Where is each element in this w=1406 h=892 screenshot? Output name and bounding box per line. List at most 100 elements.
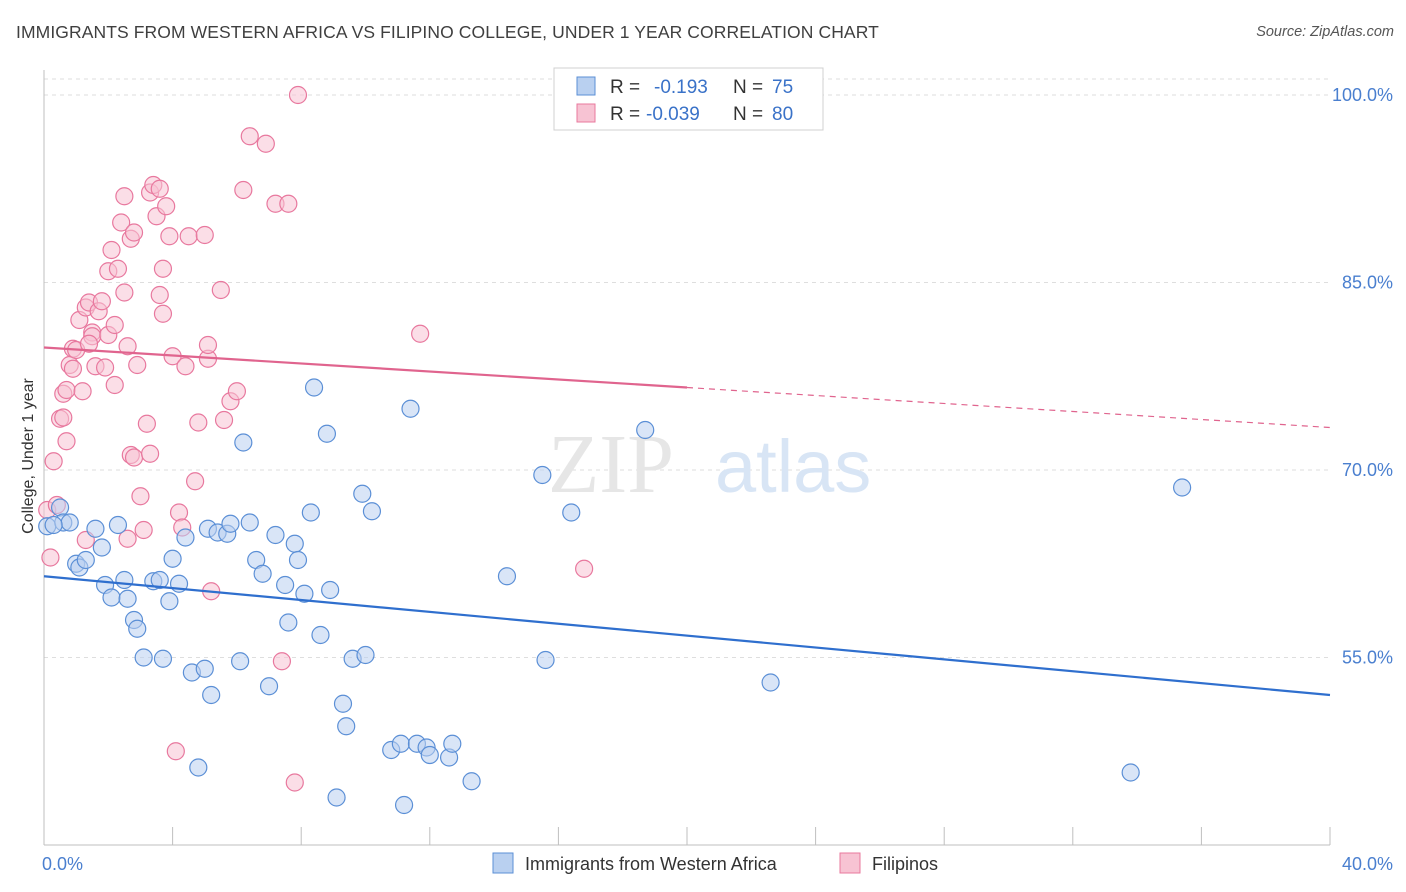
data-point xyxy=(337,717,356,736)
data-point xyxy=(95,358,115,377)
data-point xyxy=(231,652,250,671)
data-point xyxy=(150,570,169,590)
data-point xyxy=(411,324,430,343)
data-point xyxy=(115,283,134,302)
data-point xyxy=(317,424,337,443)
data-point xyxy=(443,734,462,753)
series-western-africa-points xyxy=(38,378,1192,815)
data-point xyxy=(153,649,173,668)
data-point xyxy=(1121,763,1140,782)
data-point xyxy=(353,484,372,503)
data-point xyxy=(92,292,111,311)
data-point xyxy=(198,335,218,355)
data-point xyxy=(153,304,173,323)
stats-r-label-1: R = xyxy=(610,77,640,98)
data-point xyxy=(761,673,780,692)
data-point xyxy=(533,465,552,485)
stats-r-value-2: -0.039 xyxy=(646,104,700,125)
y-tick-label: 85.0% xyxy=(1342,273,1393,293)
watermark: ZIP atlas xyxy=(548,418,871,511)
data-point xyxy=(157,197,176,216)
data-point xyxy=(536,650,555,670)
data-point xyxy=(166,742,185,761)
data-point xyxy=(118,337,137,356)
stats-swatch-pink xyxy=(576,103,596,123)
data-point xyxy=(134,648,153,667)
data-point xyxy=(420,745,439,765)
legend-label-filipinos: Filipinos xyxy=(872,854,938,874)
data-point xyxy=(160,227,179,246)
data-point xyxy=(356,645,375,665)
stats-r-label-2: R = xyxy=(610,104,640,125)
trend-line-filipinos xyxy=(43,346,688,389)
data-point xyxy=(169,503,189,522)
watermark-zip: ZIP xyxy=(548,418,674,511)
data-point xyxy=(214,410,234,430)
data-point xyxy=(176,528,195,547)
data-point xyxy=(108,259,128,278)
data-point xyxy=(272,652,292,671)
data-point xyxy=(285,534,304,553)
legend-label-western-africa: Immigrants from Western Africa xyxy=(525,854,778,874)
data-point xyxy=(186,472,205,491)
data-point xyxy=(279,613,298,632)
x-tick-marks xyxy=(43,827,1331,845)
legend-swatch-filipinos xyxy=(839,852,861,874)
data-point xyxy=(140,444,160,463)
data-point xyxy=(57,432,76,451)
data-point xyxy=(497,567,517,586)
data-point xyxy=(189,413,208,432)
data-point xyxy=(76,550,95,570)
data-point xyxy=(160,592,179,611)
stats-r-value-1: -0.193 xyxy=(654,77,708,98)
data-point xyxy=(562,503,581,522)
stats-n-value-2: 80 xyxy=(772,104,793,125)
watermark-atlas: atlas xyxy=(715,425,871,508)
grid-lines xyxy=(44,78,1330,658)
stats-n-value-1: 75 xyxy=(772,77,793,98)
data-point xyxy=(150,179,169,198)
data-point xyxy=(112,213,131,232)
data-point xyxy=(295,584,314,603)
data-point xyxy=(179,227,198,246)
data-point xyxy=(636,420,655,440)
data-point xyxy=(108,515,128,535)
legend-swatch-western-africa xyxy=(492,852,514,874)
x-tick-label-max: 40.0% xyxy=(1342,854,1393,874)
data-point xyxy=(124,448,144,467)
data-point xyxy=(266,525,285,545)
data-point xyxy=(131,487,150,506)
source-label: Source: ZipAtlas.com xyxy=(1256,24,1394,40)
stats-box: R = -0.193 N = 75 R = -0.039 N = 80 xyxy=(553,67,824,131)
data-point xyxy=(73,382,92,401)
data-point xyxy=(118,529,137,548)
y-tick-label: 100.0% xyxy=(1332,85,1393,105)
data-point xyxy=(234,180,253,200)
data-point xyxy=(240,127,259,146)
data-point xyxy=(60,513,79,532)
data-point xyxy=(234,433,253,452)
data-point xyxy=(276,575,295,595)
data-point xyxy=(115,187,134,206)
data-point xyxy=(333,694,353,713)
data-point xyxy=(256,134,275,153)
data-point xyxy=(211,280,230,300)
data-point xyxy=(195,225,214,245)
data-point xyxy=(462,772,481,791)
data-point xyxy=(279,194,298,213)
data-point xyxy=(150,285,169,305)
data-point xyxy=(137,414,156,433)
data-point xyxy=(79,334,99,353)
data-point xyxy=(240,513,259,532)
data-point xyxy=(327,788,346,807)
data-point xyxy=(57,380,76,400)
data-point xyxy=(227,382,246,401)
data-point xyxy=(128,619,147,638)
data-point xyxy=(362,502,382,521)
data-point xyxy=(102,588,121,607)
data-point xyxy=(44,515,63,535)
data-point xyxy=(221,514,240,533)
data-point xyxy=(41,548,60,567)
data-point xyxy=(163,549,182,568)
y-tick-label: 70.0% xyxy=(1342,460,1393,480)
